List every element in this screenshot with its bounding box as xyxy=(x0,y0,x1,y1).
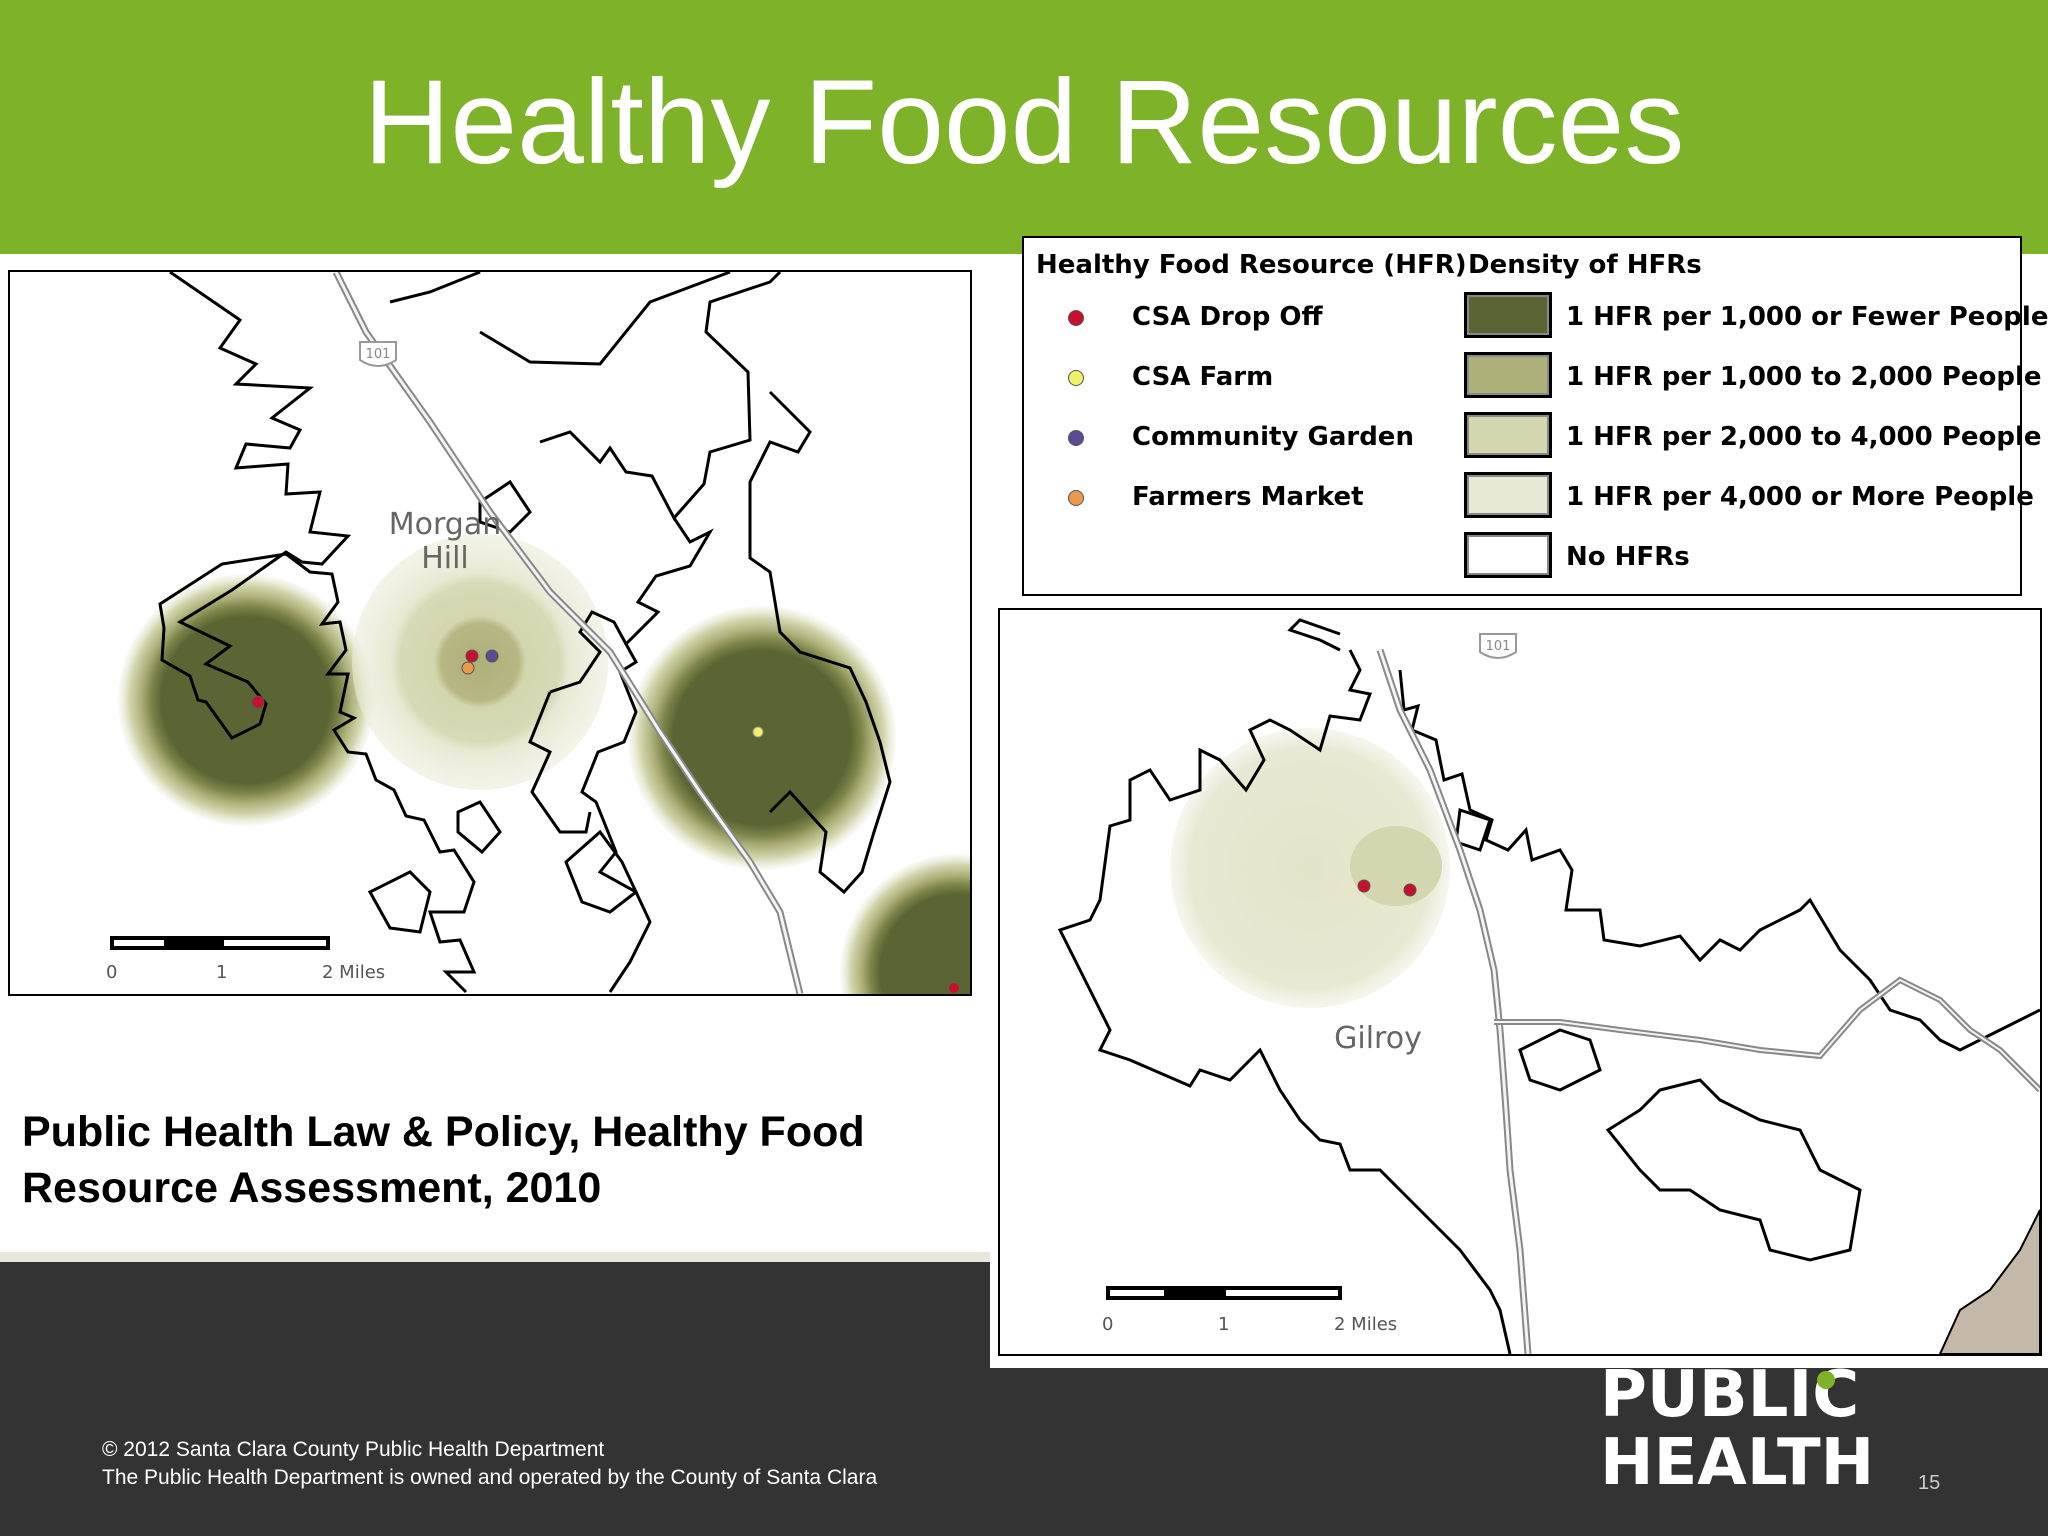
copyright: © 2012 Santa Clara County Public Health … xyxy=(102,1436,877,1492)
csa-drop-off-marker xyxy=(1357,879,1371,893)
highway-shield: 101 xyxy=(359,341,397,367)
legend-density-heading: Density of HFRs xyxy=(1468,250,1702,280)
community-garden-icon xyxy=(1068,430,1084,446)
csa-drop-off-marker xyxy=(251,695,265,709)
morgan-hill-map: 101 Morgan Hill 0 1 2 Miles xyxy=(8,270,972,996)
density-swatch-4 xyxy=(1464,472,1552,518)
city-boundary xyxy=(479,272,731,366)
city-boundary xyxy=(1454,807,1492,852)
density-swatch-1 xyxy=(1464,292,1552,338)
gilroy-label: Gilroy xyxy=(1334,1021,1422,1056)
scale-bar xyxy=(1106,1286,1342,1300)
public-health-logo-graphic: PUBLIC HEALTH xyxy=(1600,1358,1874,1500)
map-legend: Healthy Food Resource (HFR) Density of H… xyxy=(1022,236,2048,596)
scale-label-2: 2 Miles xyxy=(1334,1314,1398,1335)
city-boundary xyxy=(1287,618,1341,652)
highway-101 xyxy=(1376,648,1532,1354)
adjacent-area xyxy=(1938,1209,2040,1354)
svg-text:101: 101 xyxy=(1486,639,1511,654)
legend-resource-item: CSA Farm xyxy=(1132,362,1274,392)
density-area xyxy=(118,574,374,826)
title-bar: Healthy Food Resources xyxy=(0,0,2048,254)
svg-text:PUBLIC: PUBLIC xyxy=(1600,1360,1859,1432)
density-area xyxy=(628,606,896,870)
csa-farm-marker xyxy=(752,726,764,738)
density-area xyxy=(1350,826,1442,906)
highway-101 xyxy=(1378,649,1530,1354)
legend-density-item: 1 HFR per 2,000 to 4,000 People xyxy=(1566,422,2042,452)
density-area xyxy=(1170,728,1450,1008)
farmers-market-icon xyxy=(1068,490,1084,506)
city-boundary xyxy=(528,691,592,834)
city-boundary xyxy=(456,800,502,855)
legend-density-item: 1 HFR per 1,000 or Fewer People xyxy=(1566,302,2048,332)
scale-label-0: 0 xyxy=(1102,1314,1114,1335)
logo-dot-icon xyxy=(1817,1371,1835,1389)
scale-label-1: 1 xyxy=(216,962,228,983)
csa-drop-off-marker xyxy=(465,649,479,663)
scale-bar xyxy=(110,936,330,950)
city-boundary xyxy=(539,272,782,521)
city-boundary xyxy=(1518,1028,1602,1092)
city-boundary xyxy=(580,517,714,993)
slide-title: Healthy Food Resources xyxy=(363,55,1685,189)
svg-text:101: 101 xyxy=(366,347,391,362)
gilroy-map-graphic: 101 xyxy=(1057,618,2040,1354)
highway-101 xyxy=(334,272,802,994)
page-number: 15 xyxy=(1918,1472,1941,1494)
scale-label-0: 0 xyxy=(106,962,118,983)
density-swatch-3 xyxy=(1464,412,1552,458)
csa-drop-off-icon xyxy=(1068,310,1084,326)
morgan-hill-map-graphic: 101 xyxy=(110,272,970,994)
city-boundary xyxy=(549,610,628,694)
city-boundary xyxy=(1605,1078,1862,1262)
city-boundary xyxy=(285,552,477,994)
legend-resource-item: Farmers Market xyxy=(1132,482,1364,512)
density-area xyxy=(352,534,608,790)
csa-drop-off-marker xyxy=(949,983,959,993)
city-boundary xyxy=(158,272,352,740)
scale-label-1: 1 xyxy=(1218,1314,1230,1335)
highway-shield: 101 xyxy=(1479,633,1517,659)
copyright-line2: The Public Health Department is owned an… xyxy=(102,1466,878,1489)
csa-drop-off-marker xyxy=(1403,883,1417,897)
copyright-line1: © 2012 Santa Clara County Public Health … xyxy=(102,1438,605,1461)
legend-resource-heading: Healthy Food Resource (HFR) xyxy=(1036,250,1467,280)
morgan-hill-label-line1: Morgan xyxy=(388,507,502,542)
density-area xyxy=(840,854,970,994)
city-boundary xyxy=(367,870,432,934)
legend-density-item: 1 HFR per 4,000 or More People xyxy=(1566,482,2034,512)
farmers-market-marker xyxy=(461,661,475,675)
legend-resource-item: CSA Drop Off xyxy=(1132,302,1323,332)
highway-connector xyxy=(1494,978,2040,1091)
morgan-hill-label: Morgan Hill xyxy=(380,508,510,576)
city-boundary xyxy=(478,479,532,534)
density-swatch-2 xyxy=(1464,352,1552,398)
city-boundary xyxy=(564,829,638,914)
morgan-hill-label-line2: Hill xyxy=(421,541,469,576)
density-swatch-none xyxy=(1464,532,1552,578)
legend-density-item: 1 HFR per 1,000 to 2,000 People xyxy=(1566,362,2042,392)
csa-farm-icon xyxy=(1068,370,1084,386)
scale-label-2: 2 Miles xyxy=(322,962,386,983)
community-garden-marker xyxy=(485,649,499,663)
city-boundary xyxy=(389,272,481,304)
legend-density-item: No HFRs xyxy=(1566,542,1690,572)
svg-text:HEALTH: HEALTH xyxy=(1600,1426,1874,1490)
legend-resource-item: Community Garden xyxy=(1132,422,1414,452)
city-boundary xyxy=(748,390,892,895)
citation: Public Health Law & Policy, Healthy Food… xyxy=(22,1108,865,1212)
gilroy-map: 101 Gilroy 0 1 2 Miles xyxy=(998,608,2042,1356)
city-boundary xyxy=(1057,649,1512,1354)
public-health-logo: PUBLIC HEALTH xyxy=(1600,1358,1950,1500)
